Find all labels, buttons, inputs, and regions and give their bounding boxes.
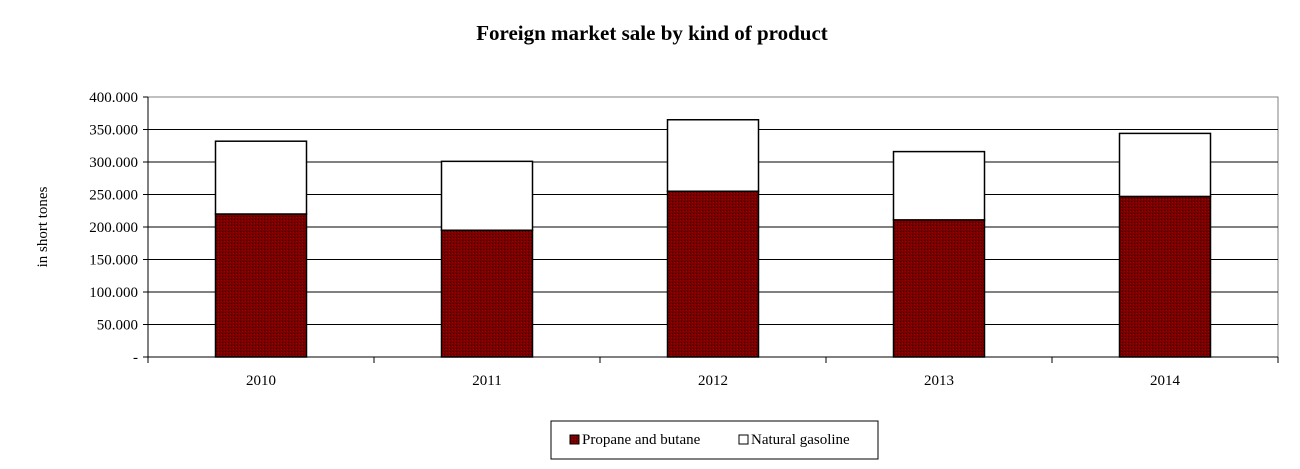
- legend-label-propane: Propane and butane: [582, 432, 701, 448]
- y-tick-label: -: [133, 350, 138, 366]
- bar-natural-gasoline: [1118, 132, 1212, 198]
- x-tick-label: 2013: [924, 373, 954, 389]
- y-tick-label: 150.000: [89, 253, 138, 269]
- legend-swatch-propane: [569, 434, 580, 445]
- y-tick-label: 50.000: [97, 318, 138, 334]
- bar-propane-butane: [666, 190, 760, 358]
- x-axis: 2010 2011 2012 2013 2014: [147, 356, 1279, 389]
- legend-label-gasoline: Natural gasoline: [751, 432, 850, 448]
- y-tick-label: 300.000: [89, 155, 138, 171]
- bar-propane-butane: [892, 219, 986, 358]
- x-tick-label: 2012: [698, 373, 728, 389]
- y-tick-label: 100.000: [89, 285, 138, 301]
- y-tick-label: 250.000: [89, 188, 138, 204]
- y-tick-label: 350.000: [89, 123, 138, 139]
- bar-propane-butane: [1118, 195, 1212, 358]
- bar-natural-gasoline: [892, 150, 986, 221]
- plot-area: - 50.000 100.000 150.000 200.000 250.000 300.0…: [89, 90, 1279, 389]
- y-axis: - 50.000 100.000 150.000 200.000 250.000 300.0…: [89, 90, 149, 366]
- legend: Propane and butane Natural gasoline: [550, 420, 879, 460]
- legend-frame: [550, 420, 879, 460]
- bar-natural-gasoline: [666, 119, 760, 192]
- x-tick-label: 2010: [246, 373, 276, 389]
- legend-item-gasoline: Natural gasoline: [738, 432, 850, 448]
- legend-item-propane: Propane and butane: [569, 432, 701, 448]
- y-tick-label: 200.000: [89, 220, 138, 236]
- y-axis-title: in short tones: [35, 186, 51, 267]
- legend-swatch-gasoline: [738, 434, 749, 445]
- bar-natural-gasoline: [440, 160, 534, 232]
- x-tick-label: 2011: [472, 373, 501, 389]
- y-tick-label: 400.000: [89, 90, 138, 106]
- bars: [214, 119, 1212, 358]
- x-tick-label: 2014: [1150, 373, 1181, 389]
- chart-title: Foreign market sale by kind of product: [476, 21, 828, 45]
- bar-propane-butane: [214, 213, 308, 358]
- bar-propane-butane: [440, 229, 534, 358]
- bar-natural-gasoline: [214, 140, 308, 215]
